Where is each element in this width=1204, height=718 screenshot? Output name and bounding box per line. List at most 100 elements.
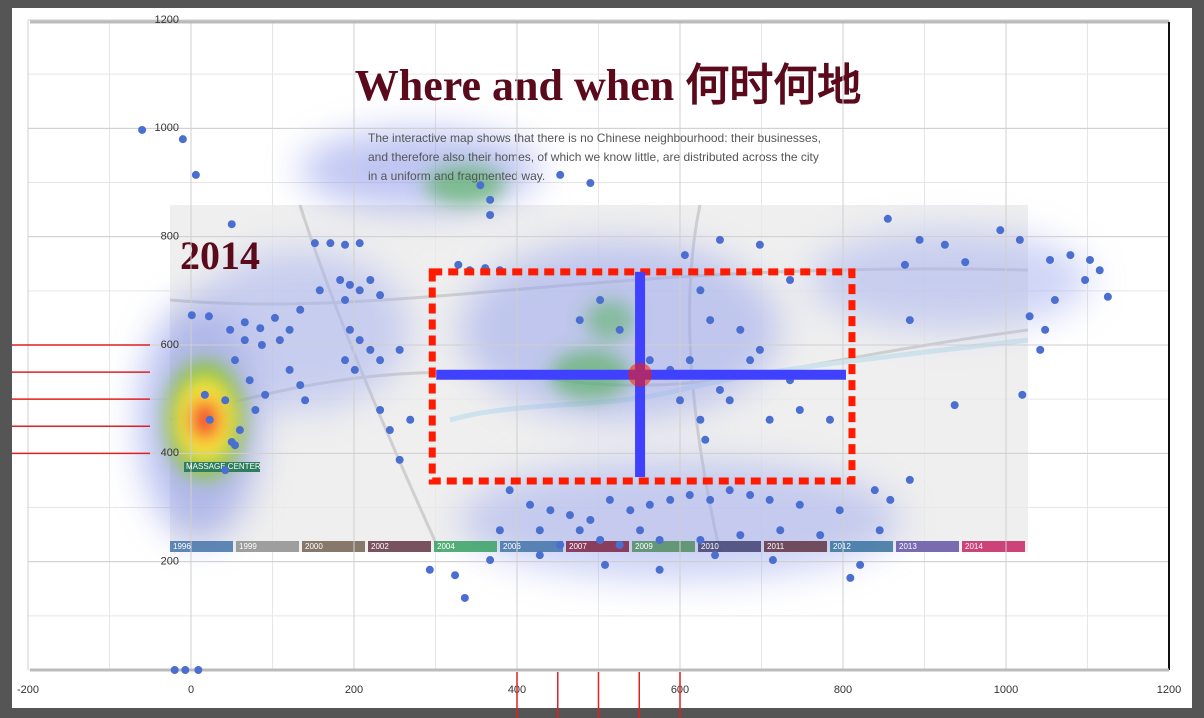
gaze-point xyxy=(191,170,200,179)
y-tick-label: 800 xyxy=(161,231,179,243)
gaze-point xyxy=(326,239,335,248)
gaze-point xyxy=(886,495,895,504)
gaze-point xyxy=(685,356,694,365)
gaze-point xyxy=(231,356,240,365)
gaze-point xyxy=(776,526,785,535)
gaze-point xyxy=(950,401,959,410)
gaze-point xyxy=(846,573,855,582)
timeline-label: 1996 xyxy=(173,542,191,551)
gaze-point xyxy=(221,466,230,475)
timeline-label: 2000 xyxy=(305,542,323,551)
gaze-point xyxy=(495,526,504,535)
page-text: The interactive map shows that there is … xyxy=(368,131,821,145)
gaze-point xyxy=(556,540,565,549)
gaze-point xyxy=(696,536,705,544)
gaze-point xyxy=(711,551,720,560)
gaze-point xyxy=(870,486,879,495)
gaze-point xyxy=(875,526,884,535)
gaze-point xyxy=(486,211,495,219)
gaze-point xyxy=(235,426,244,435)
gaze-point xyxy=(245,376,254,385)
timeline-label: 2007 xyxy=(569,542,587,551)
timeline-label: 2013 xyxy=(899,542,917,551)
gaze-point xyxy=(1025,312,1034,321)
x-tick-label: 800 xyxy=(834,684,852,696)
gaze-point xyxy=(655,536,664,544)
gaze-point xyxy=(178,135,187,144)
gaze-point xyxy=(296,305,305,314)
major-grid xyxy=(27,19,1170,670)
gaze-point xyxy=(706,495,715,504)
gaze-point xyxy=(795,406,804,414)
gaze-point xyxy=(376,291,385,300)
gaze-point xyxy=(486,195,495,204)
timeline-label: 2004 xyxy=(437,542,455,551)
timeline-label: 2011 xyxy=(767,542,785,551)
gaze-point xyxy=(1041,325,1050,334)
year: 2014 xyxy=(180,233,260,278)
timeline-cell xyxy=(698,541,761,552)
y-tick-label: 400 xyxy=(161,447,179,459)
gaze-point xyxy=(645,500,654,509)
gaze-point xyxy=(1036,345,1045,354)
gaze-point xyxy=(680,251,689,260)
gaze-point xyxy=(556,170,565,179)
y-tick-label: 600 xyxy=(161,339,179,351)
gaze-point xyxy=(605,495,614,504)
gaze-point xyxy=(905,316,914,325)
timeline-cell xyxy=(302,541,365,552)
gaze-point xyxy=(755,345,764,354)
gaze-point xyxy=(526,500,535,509)
page-text: and therefore also their homes, of which… xyxy=(368,150,819,164)
gaze-point xyxy=(736,325,745,334)
gaze-point xyxy=(636,526,645,535)
gaze-point xyxy=(355,239,364,248)
gaze-point xyxy=(900,260,909,269)
gaze-point xyxy=(345,280,354,289)
gaze-point xyxy=(795,500,804,509)
gaze-point xyxy=(227,437,236,446)
gaze-point xyxy=(345,325,354,334)
gaze-point xyxy=(746,491,755,500)
gaze-point xyxy=(221,396,230,405)
y-tick-label: 1200 xyxy=(155,14,179,26)
timeline-cell xyxy=(368,541,431,552)
gaze-point xyxy=(301,396,310,405)
gaze-point xyxy=(586,515,595,524)
gaze-point xyxy=(905,475,914,484)
page-title: Where and when 何时何地 xyxy=(355,61,861,110)
gaze-point xyxy=(701,435,710,444)
gaze-point xyxy=(765,415,774,424)
gaze-point xyxy=(715,385,724,394)
gaze-point xyxy=(1015,235,1024,244)
timeline: 1996 1999 2000 2002 2004 2006 2007 2009 2010 2011… xyxy=(170,541,1025,552)
gaze-point xyxy=(341,356,350,365)
timeline-cell xyxy=(632,541,695,552)
gaze-point xyxy=(1085,255,1094,264)
y-tick-label: 200 xyxy=(161,556,179,568)
gaze-point xyxy=(240,336,249,345)
gaze-point xyxy=(385,426,394,435)
gaze-point xyxy=(706,316,715,325)
gaze-point xyxy=(486,556,495,565)
gaze-point xyxy=(256,324,265,333)
gaze-point xyxy=(685,491,694,500)
timeline-label: 2014 xyxy=(965,542,983,551)
gaze-point xyxy=(535,551,544,560)
gaze-point xyxy=(181,666,190,674)
gaze-point xyxy=(395,455,404,464)
gaze-point xyxy=(655,565,664,574)
gaze-point xyxy=(755,240,764,249)
gaze-point xyxy=(856,560,865,569)
gaze-point xyxy=(1081,276,1090,284)
gaze-point xyxy=(768,556,777,565)
gaze-point xyxy=(285,365,294,374)
timeline-cell xyxy=(962,541,1025,552)
gaze-point xyxy=(194,666,203,674)
gaze-point xyxy=(336,276,345,284)
gaze-point xyxy=(406,415,415,424)
timeline-cell xyxy=(236,541,299,552)
gaze-point xyxy=(615,540,624,549)
map-label-bg xyxy=(184,462,260,472)
gaze-point xyxy=(715,235,724,244)
